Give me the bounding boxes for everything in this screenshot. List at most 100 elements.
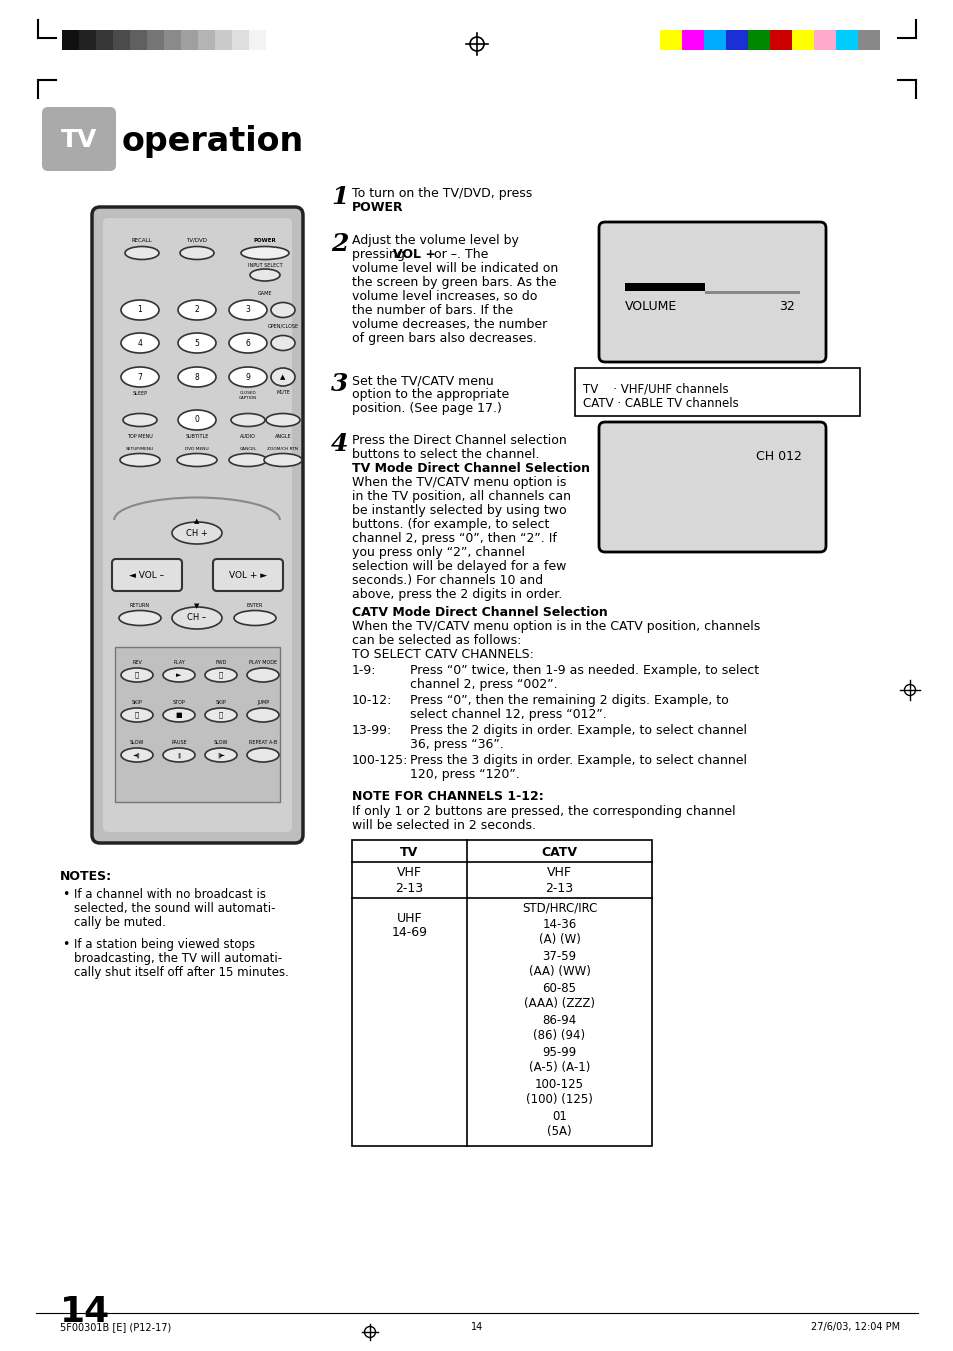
Text: 60-85: 60-85 [542,981,576,994]
Ellipse shape [163,667,194,682]
Text: VOL +: VOL + [393,249,436,261]
Text: STD/HRC/IRC: STD/HRC/IRC [521,901,597,915]
Text: MUTE: MUTE [275,390,290,394]
Ellipse shape [250,269,280,281]
Ellipse shape [205,708,236,721]
Text: ANGLE: ANGLE [274,434,291,439]
Text: •: • [62,938,70,951]
Text: 01: 01 [552,1109,566,1123]
Text: VOL + ►: VOL + ► [229,570,267,580]
Text: 37-59: 37-59 [542,950,576,962]
Text: POWER: POWER [253,238,276,243]
FancyBboxPatch shape [598,222,825,362]
Bar [112,30,130,50]
Text: ▼: ▼ [194,603,199,609]
Bar [575,367,859,416]
Bar [198,30,214,50]
Text: RECALL: RECALL [132,238,152,243]
Text: SUBTITLE: SUBTITLE [185,434,209,439]
Ellipse shape [178,332,215,353]
Text: TV: TV [400,846,418,858]
Text: INPUT SELECT: INPUT SELECT [248,263,282,267]
Text: 32: 32 [779,300,794,312]
Text: Press the 2 digits in order. Example, to select channel: Press the 2 digits in order. Example, to… [410,724,746,738]
Text: JUMP: JUMP [256,700,269,705]
Text: ⏮: ⏮ [134,712,139,719]
Text: 0: 0 [194,416,199,424]
Text: Set the TV/CATV menu: Set the TV/CATV menu [352,374,494,386]
Text: REV: REV [132,661,142,665]
Bar [79,30,96,50]
Text: 2: 2 [194,305,199,315]
Text: If a channel with no broadcast is: If a channel with no broadcast is [74,888,266,901]
Text: Press the 3 digits in order. Example, to select channel: Press the 3 digits in order. Example, to… [410,754,746,767]
Ellipse shape [178,300,215,320]
Text: 14: 14 [471,1323,482,1332]
Text: •: • [62,888,70,901]
Bar [813,30,835,50]
Text: TV Mode Direct Channel Selection: TV Mode Direct Channel Selection [352,462,589,476]
Text: select channel 12, press “012”.: select channel 12, press “012”. [410,708,606,721]
Text: PAUSE: PAUSE [171,740,187,744]
Text: FWD: FWD [215,661,227,665]
Text: 1: 1 [331,185,349,209]
Bar [214,30,232,50]
Text: cally be muted.: cally be muted. [74,916,166,929]
Text: (AA) (WW): (AA) (WW) [528,966,590,978]
Ellipse shape [172,607,222,630]
Text: 13-99:: 13-99: [352,724,392,738]
Bar [681,30,703,50]
Text: CH 012: CH 012 [756,450,801,463]
Text: TV: TV [61,128,97,153]
FancyBboxPatch shape [42,107,116,172]
Text: Press “0” twice, then 1-9 as needed. Example, to select: Press “0” twice, then 1-9 as needed. Exa… [410,663,759,677]
Text: ►: ► [176,671,181,678]
Ellipse shape [229,300,267,320]
Text: NOTES:: NOTES: [60,870,112,884]
Ellipse shape [121,667,152,682]
Text: 4: 4 [137,339,142,347]
Text: ⏭: ⏭ [218,712,223,719]
Text: pressing: pressing [352,249,409,261]
Text: option to the appropriate: option to the appropriate [352,388,509,401]
Text: of green bars also decreases.: of green bars also decreases. [352,332,537,345]
Text: CH +: CH + [186,528,208,538]
Text: 14-36: 14-36 [542,917,576,931]
FancyBboxPatch shape [112,559,182,590]
Ellipse shape [178,409,215,430]
Text: ‖: ‖ [177,753,180,758]
Ellipse shape [231,413,265,427]
Bar [115,647,280,802]
Text: PLAY: PLAY [172,661,185,665]
Ellipse shape [247,748,278,762]
Text: 120, press “120”.: 120, press “120”. [410,767,519,781]
FancyBboxPatch shape [91,207,303,843]
Text: volume decreases, the number: volume decreases, the number [352,317,547,331]
Text: TOP MENU: TOP MENU [127,434,152,439]
Bar [181,30,198,50]
Bar [659,30,681,50]
Ellipse shape [229,367,267,386]
Text: buttons to select the channel.: buttons to select the channel. [352,449,539,461]
Text: 5: 5 [194,339,199,347]
Text: ⏩: ⏩ [218,671,223,678]
Ellipse shape [233,611,275,626]
Ellipse shape [271,367,294,386]
Ellipse shape [163,748,194,762]
Text: 8: 8 [194,373,199,381]
Ellipse shape [121,300,159,320]
Text: SETUP/MENU: SETUP/MENU [126,447,154,451]
Text: PLAY MODE: PLAY MODE [249,661,276,665]
Text: 6: 6 [245,339,251,347]
Text: SLEEP: SLEEP [132,390,148,396]
Ellipse shape [229,332,267,353]
FancyBboxPatch shape [213,559,283,590]
Text: VOLUME: VOLUME [624,300,677,312]
Text: RETURN: RETURN [130,603,150,608]
Ellipse shape [266,413,299,427]
Text: in the TV position, all channels can: in the TV position, all channels can [352,490,571,503]
Text: 95-99: 95-99 [542,1046,576,1058]
Text: 2-13: 2-13 [545,881,573,894]
Ellipse shape [264,454,302,466]
Text: 4: 4 [331,432,349,457]
